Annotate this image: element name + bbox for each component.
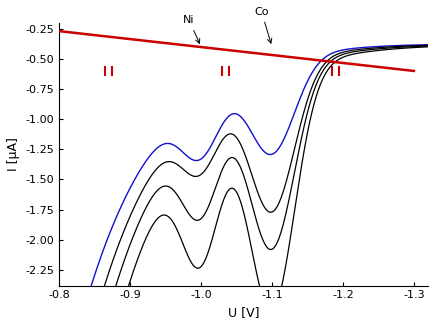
Y-axis label: I [μA]: I [μA] [7, 137, 20, 171]
X-axis label: U [V]: U [V] [227, 306, 259, 319]
Text: Ni: Ni [183, 15, 199, 43]
Text: Co: Co [254, 7, 271, 43]
